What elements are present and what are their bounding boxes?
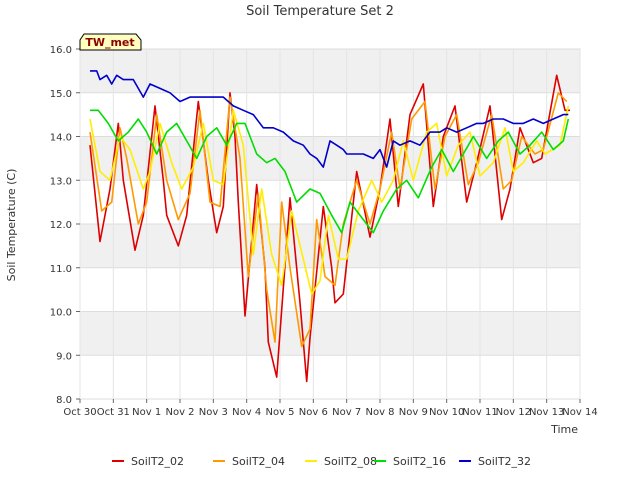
x-tick-label: Nov 7: [332, 407, 361, 418]
y-tick-label: 12.0: [50, 220, 72, 231]
y-tick-label: 15.0: [50, 89, 72, 100]
x-tick-label: Nov 11: [462, 407, 497, 418]
series-lines: [89, 70, 570, 383]
x-tick-label: Oct 31: [97, 407, 130, 418]
legend-label: SoilT2_08: [324, 455, 377, 468]
y-tick-label: 14.0: [50, 133, 72, 144]
x-tick-label: Nov 4: [232, 407, 261, 418]
series-line-soilt2_04: [89, 92, 568, 348]
x-tick-label: Nov 12: [496, 407, 531, 418]
x-tick-label: Nov 13: [529, 407, 564, 418]
grid-lines: [79, 48, 581, 400]
tw-met-annotation: TW_met: [79, 33, 142, 51]
x-tick-label: Nov 2: [165, 407, 194, 418]
y-tick-label: 13.0: [50, 176, 72, 187]
grid-band: [80, 49, 580, 93]
x-tick-label: Nov 5: [265, 407, 294, 418]
x-tick-label: Nov 1: [132, 407, 161, 418]
x-tick-label: Nov 3: [199, 407, 228, 418]
annotation-label: TW_met: [85, 36, 134, 49]
y-tick-label: 10.0: [50, 308, 72, 319]
y-axis-ticks: 8.0 9.0 10.0 11.0 12.0 13.0 14.0 15.0 16.0: [50, 45, 80, 406]
grid-band: [80, 311, 580, 356]
x-tick-label: Nov 14: [562, 407, 597, 418]
series-line-soilt2_32: [90, 70, 569, 168]
x-tick-label: Nov 10: [429, 407, 464, 418]
series-line-soilt2_02: [89, 74, 570, 383]
series-line-soilt2_08: [89, 105, 570, 295]
annotation-background: [79, 33, 142, 51]
chart-title: Soil Temperature Set 2: [246, 4, 394, 19]
y-axis-label: Soil Temperature (C): [5, 169, 18, 282]
legend-label: SoilT2_02: [131, 455, 184, 468]
x-tick-label: Nov 8: [365, 407, 394, 418]
series-line-soilt2_16: [90, 109, 570, 234]
legend-label: SoilT2_04: [232, 455, 285, 468]
x-tick-label: Nov 6: [299, 407, 328, 418]
x-axis-label: Time: [550, 423, 578, 436]
chart-legend: SoilT2_02 SoilT2_04 SoilT2_08 SoilT2_16 Soil…: [112, 455, 531, 468]
legend-label: SoilT2_32: [478, 455, 531, 468]
x-tick-label: Oct 30: [63, 407, 96, 418]
y-tick-label: 11.0: [50, 264, 72, 275]
y-tick-label: 9.0: [56, 351, 72, 362]
x-tick-label: Nov 9: [399, 407, 428, 418]
y-tick-label: 16.0: [50, 45, 72, 56]
legend-label: SoilT2_16: [393, 455, 446, 468]
y-tick-label: 8.0: [56, 395, 72, 406]
x-axis-ticks: Oct 30 Oct 31 Nov 1 Nov 2 Nov 3 Nov 4 Nov 5 Nov…: [63, 399, 598, 418]
